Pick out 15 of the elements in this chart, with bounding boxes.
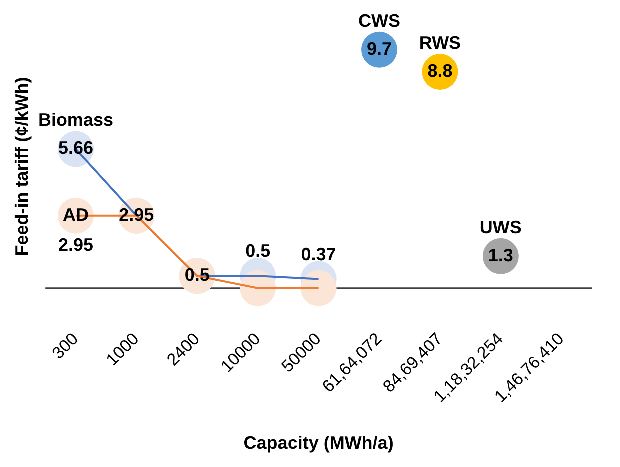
data-label: 1.3 [488,245,514,266]
data-label: 8.8 [428,60,453,81]
data-label: 0.5 [246,241,271,262]
data-label: 0.37 [301,244,336,264]
y-axis-title: Feed-in tariff (¢/kWh) [12,77,32,256]
series-label: UWS [480,217,522,238]
x-tick-label: 300 [48,329,82,363]
series-label: CWS [358,10,401,31]
data-label: 2.95 [58,234,94,255]
series-label: AD [62,204,89,225]
series-label: RWS [419,32,462,53]
series-label: Biomass [38,110,114,130]
x-axis-title: Capacity (MWh/a) [244,433,394,454]
data-label: 9.7 [366,38,392,59]
data-label: 5.66 [58,138,94,158]
